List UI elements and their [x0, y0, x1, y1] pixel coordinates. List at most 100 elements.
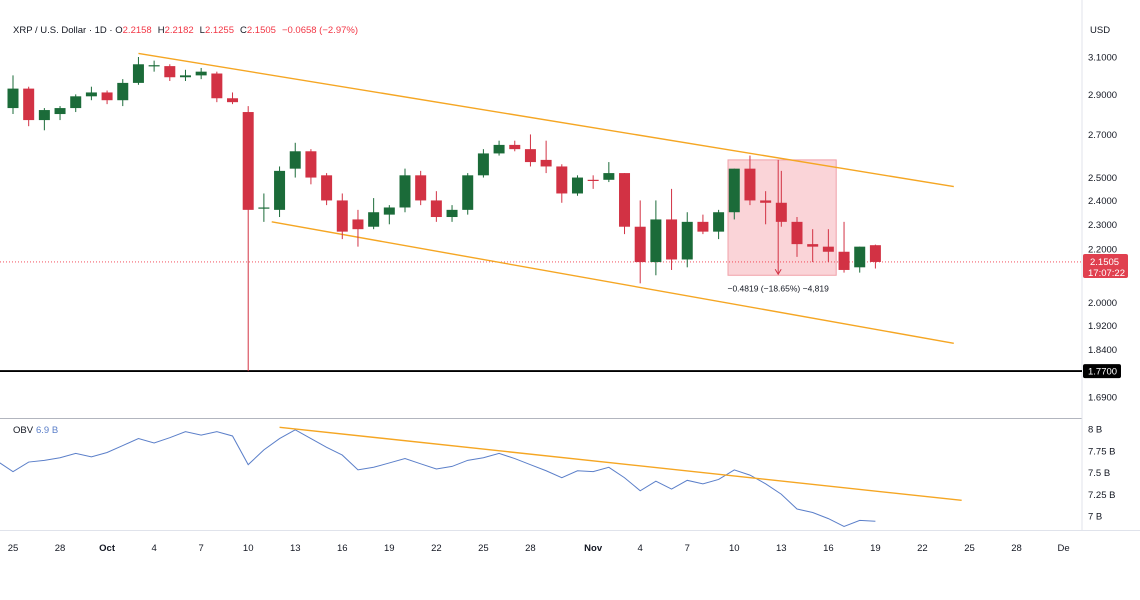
- bar-countdown: 17:07:22: [1088, 268, 1125, 279]
- candle-body: [195, 71, 207, 76]
- candle-body: [23, 88, 35, 121]
- price-tick-label: 2.4000: [1088, 196, 1117, 207]
- chart-header: XRP / U.S. Dollar · 1D · O2.2158 H2.2182 L…: [13, 25, 358, 36]
- candle-body: [619, 173, 631, 227]
- level-price-tag: 1.7700: [1088, 367, 1117, 378]
- candle-body: [775, 202, 787, 222]
- price-tick-label: 2.2000: [1088, 245, 1117, 256]
- currency-label: USD: [1090, 25, 1111, 36]
- candle-body: [164, 66, 176, 78]
- date-tick-label: 19: [384, 543, 395, 554]
- price-tick-label: 1.9200: [1088, 321, 1117, 332]
- ohlc-high-value: 2.2182: [164, 25, 194, 36]
- price-tick-label: 2.5000: [1088, 173, 1117, 184]
- candle-body: [697, 221, 709, 232]
- symbol-label: XRP / U.S. Dollar · 1D ·: [13, 25, 113, 36]
- date-tick-label: 16: [823, 543, 834, 554]
- candle-body: [70, 96, 82, 109]
- candle-body: [211, 73, 223, 99]
- ohlc-close-value: 2.1505: [246, 25, 276, 36]
- price-tick-label: 3.1000: [1088, 53, 1117, 64]
- candle-body: [540, 159, 552, 167]
- candle-body: [289, 151, 301, 169]
- price-tick-label: 2.9000: [1088, 90, 1117, 101]
- upper-channel-line: [138, 52, 954, 188]
- candle-body: [38, 110, 50, 121]
- candle-body: [7, 88, 19, 109]
- candle-body: [258, 207, 270, 209]
- candle-body: [869, 245, 881, 262]
- candle-body: [117, 82, 129, 101]
- candle-body: [713, 212, 725, 232]
- current-price-tag: 2.1505: [1090, 257, 1119, 268]
- date-tick-label: 28: [55, 543, 66, 554]
- candle-body: [399, 175, 411, 208]
- level-price-tag-bg: [1083, 364, 1121, 379]
- candle-body: [822, 246, 834, 252]
- candle-body: [666, 219, 678, 260]
- candle-body: [838, 251, 850, 270]
- obv-tick-label: 7.75 B: [1088, 446, 1115, 457]
- candle-body: [383, 207, 395, 215]
- measure-arrow-head: [774, 269, 782, 276]
- ohlc-high-label: H: [157, 25, 165, 36]
- date-tick-label: 13: [776, 543, 787, 554]
- ohlc-low-label: L: [199, 25, 205, 36]
- date-tick-label: De: [1057, 543, 1069, 554]
- candle-body: [446, 209, 458, 218]
- candle-body: [760, 200, 772, 203]
- candle-body: [728, 168, 740, 213]
- ohlc-low-value: 2.1255: [204, 25, 234, 36]
- candle-body: [493, 144, 505, 154]
- candle-body: [179, 75, 191, 78]
- date-tick-label: 25: [8, 543, 19, 554]
- candle-body: [368, 212, 380, 227]
- candle-body: [101, 92, 113, 101]
- obv-label: OBV: [13, 425, 34, 436]
- candle-body: [132, 64, 144, 83]
- ohlc-open-value: 2.2158: [122, 25, 152, 36]
- obv-tick-label: 7 B: [1088, 512, 1102, 523]
- candle-body: [807, 244, 819, 247]
- date-tick-label: 13: [290, 543, 301, 554]
- candle-body: [650, 219, 662, 263]
- date-tick-label: Oct: [99, 543, 116, 554]
- candle-body: [744, 168, 756, 201]
- change-value: −0.0658 (−2.97%): [281, 25, 358, 36]
- candle-body: [430, 200, 442, 218]
- candle-body: [336, 200, 348, 232]
- candle-body: [227, 98, 239, 103]
- price-tick-label: 1.6900: [1088, 393, 1117, 404]
- date-tick-label: 25: [478, 543, 489, 554]
- candle-body: [148, 65, 160, 67]
- date-tick-label: Nov: [584, 543, 603, 554]
- obv-line: [0, 429, 876, 527]
- date-tick-label: 19: [870, 543, 881, 554]
- obv-value: 6.9 B: [36, 425, 58, 436]
- candle-body: [524, 149, 536, 163]
- date-tick-label: 16: [337, 543, 348, 554]
- ohlc-open-label: O: [115, 25, 123, 36]
- obv-tick-label: 7.25 B: [1088, 490, 1115, 501]
- date-tick-label: 22: [431, 543, 442, 554]
- candle-body: [305, 151, 317, 178]
- candle-body: [274, 170, 286, 210]
- candle-body: [85, 92, 97, 97]
- date-tick-label: 25: [964, 543, 975, 554]
- lower-channel-line: [271, 221, 954, 344]
- candle-body: [587, 179, 599, 182]
- date-tick-label: 7: [685, 543, 690, 554]
- date-tick-label: 28: [1011, 543, 1022, 554]
- candle-body: [556, 166, 568, 194]
- price-tick-label: 2.7000: [1088, 130, 1117, 141]
- candle-body: [54, 108, 66, 115]
- date-tick-label: 22: [917, 543, 928, 554]
- obv-tick-label: 8 B: [1088, 425, 1102, 436]
- candle-body: [462, 175, 474, 210]
- candle-body: [681, 221, 693, 260]
- candle-body: [634, 226, 646, 263]
- candle-body: [415, 175, 427, 201]
- price-tick-label: 2.0000: [1088, 298, 1117, 309]
- date-tick-label: 4: [151, 543, 156, 554]
